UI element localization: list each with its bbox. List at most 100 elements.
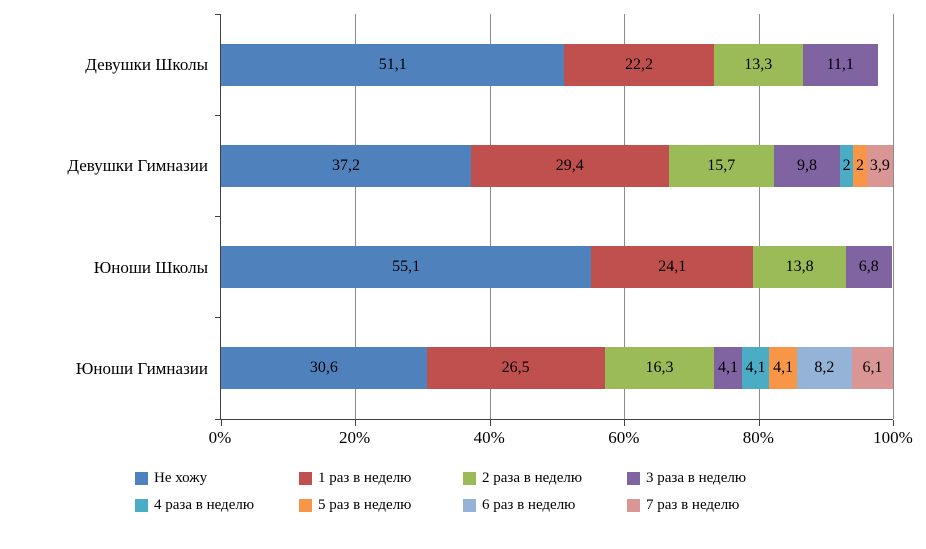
bar-segment: 26,5	[426, 347, 605, 390]
bar-segment: 2	[853, 144, 867, 187]
segment-data-label: 55,1	[392, 258, 421, 276]
bar-segment: 8,2	[796, 347, 852, 390]
legend-row-2: 4 раза в неделю 5 раз в неделю 6 раз в нед…	[0, 497, 926, 514]
gridline	[355, 14, 357, 419]
x-tick-label: 100%	[873, 428, 913, 447]
legend: Не хожу 1 раз в неделю 2 раза в неделю 3 ра…	[0, 470, 926, 514]
legend-label: 1 раз в неделю	[318, 470, 412, 486]
bar-row: 55,1 24,1 13,8 6,8	[221, 217, 893, 318]
bar-segment: 16,3	[604, 347, 715, 390]
legend-item: 3 раза в неделю	[627, 470, 791, 487]
x-tick-mark	[221, 420, 222, 426]
legend-swatch	[299, 472, 312, 485]
bar-segment: 6,1	[851, 347, 893, 390]
category-label: Юноши Гимназии	[75, 359, 208, 379]
x-tick-mark	[624, 420, 626, 426]
y-axis-labels: Девушки Школы Девушки Гимназии Юноши Школы…	[0, 14, 208, 420]
legend-item: 4 раза в неделю	[135, 497, 299, 514]
category-label: Девушки Школы	[85, 54, 208, 74]
x-axis: 0% 20% 40% 60% 80% 100%	[209, 426, 913, 450]
segment-data-label: 3,9	[869, 156, 890, 174]
segment-data-label: 13,8	[785, 258, 814, 276]
legend-item: Не хожу	[135, 470, 299, 487]
legend-label: Не хожу	[154, 470, 208, 486]
bar-segment: 4,1	[769, 347, 797, 390]
segment-data-label: 29,4	[555, 156, 584, 174]
legend-label: 4 раза в неделю	[154, 497, 255, 513]
legend-row-1: Не хожу 1 раз в неделю 2 раза в неделю 3 ра…	[0, 470, 926, 487]
stacked-bar: 30,6 26,5 16,3 4,1 4,1 4,1 8,2 6,1	[221, 347, 893, 390]
x-tick-label: 40%	[473, 428, 505, 447]
bar-row: 51,1 22,2 13,3 11,1	[221, 14, 893, 115]
legend-swatch	[463, 472, 476, 485]
y-tick-mark	[215, 114, 221, 116]
bar-row: 30,6 26,5 16,3 4,1 4,1 4,1 8,2 6,1	[221, 318, 893, 419]
bar-row: 37,2 29,4 15,7 9,8 2 2 3,9	[221, 115, 893, 216]
stacked-bar: 37,2 29,4 15,7 9,8 2 2 3,9	[221, 144, 893, 187]
legend-label: 5 раз в неделю	[318, 497, 412, 513]
y-tick-mark	[215, 317, 221, 319]
legend-item: 5 раз в неделю	[299, 497, 463, 514]
legend-swatch	[463, 499, 476, 512]
segment-data-label: 15,7	[707, 156, 736, 174]
bar-segment: 4,1	[741, 347, 770, 390]
bar-segment: 55,1	[221, 246, 592, 289]
legend-label: 7 раз в неделю	[646, 497, 740, 513]
y-tick-mark	[215, 13, 221, 15]
legend-item: 1 раз в неделю	[299, 470, 463, 487]
segment-data-label: 37,2	[331, 156, 360, 174]
segment-data-label: 51,1	[378, 55, 407, 73]
legend-swatch	[627, 472, 640, 485]
x-tick-label: 60%	[608, 428, 640, 447]
bar-segment: 22,2	[564, 43, 714, 86]
x-tick-mark	[893, 420, 894, 426]
gridline	[893, 14, 894, 419]
segment-data-label: 16,3	[645, 359, 674, 377]
bar-segment: 30,6	[221, 347, 427, 390]
bar-segment: 15,7	[668, 144, 775, 187]
segment-data-label: 26,5	[501, 359, 530, 377]
segment-data-label: 2	[856, 156, 865, 174]
x-tick-mark	[489, 420, 491, 426]
segment-data-label: 4,1	[745, 359, 766, 377]
segment-data-label: 6,1	[862, 359, 883, 377]
segment-data-label: 13,3	[744, 55, 773, 73]
legend-item: 7 раз в неделю	[627, 497, 791, 514]
segment-data-label: 9,8	[796, 156, 817, 174]
bar-segment: 11,1	[802, 43, 878, 86]
gridline	[489, 14, 491, 419]
bar-segment: 13,8	[753, 246, 846, 289]
stacked-bar: 55,1 24,1 13,8 6,8	[221, 246, 893, 289]
legend-label: 6 раз в неделю	[482, 497, 576, 513]
y-tick-mark	[215, 418, 221, 420]
legend-swatch	[299, 499, 312, 512]
bar-segment: 2	[839, 144, 854, 187]
plot-area: 51,1 22,2 13,3 11,1 37,2 29,4 15,7 9,8 2 2 3,9 55,1…	[215, 13, 894, 426]
bar-segment: 13,3	[713, 43, 803, 86]
bar-segment: 37,2	[221, 144, 471, 187]
gridline	[624, 14, 626, 419]
bar-segment: 29,4	[470, 144, 669, 187]
segment-data-label: 6,8	[858, 258, 879, 276]
stacked-bar: 51,1 22,2 13,3 11,1	[221, 43, 893, 86]
gridline	[758, 14, 760, 419]
segment-data-label: 4,1	[718, 359, 738, 377]
bar-segment: 24,1	[591, 246, 754, 289]
segment-data-label: 8,2	[814, 359, 835, 377]
legend-label: 2 раза в неделю	[482, 470, 583, 486]
segment-data-label: 30,6	[309, 359, 338, 377]
y-tick-mark	[215, 216, 221, 217]
bar-segment: 51,1	[221, 43, 565, 86]
x-tick-mark	[355, 420, 357, 426]
bar-segment: 3,9	[866, 144, 893, 187]
bar-segment: 9,8	[774, 144, 840, 187]
segment-data-label: 2	[842, 156, 851, 174]
bar-segment: 6,8	[845, 246, 892, 289]
segment-data-label: 4,1	[773, 359, 794, 377]
segment-data-label: 24,1	[658, 258, 687, 276]
legend-label: 3 раза в неделю	[646, 470, 747, 486]
legend-item: 6 раз в неделю	[463, 497, 627, 514]
legend-swatch	[627, 499, 640, 512]
x-tick-label: 0%	[208, 428, 232, 447]
